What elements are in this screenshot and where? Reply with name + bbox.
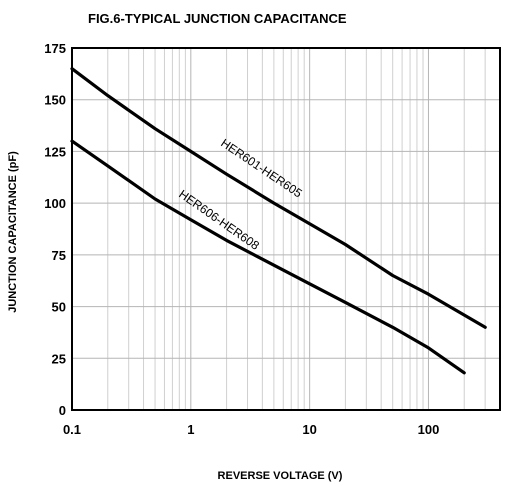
plot-frame	[71, 47, 501, 411]
series-line-2	[70, 139, 466, 375]
x-tick-label: 1	[187, 422, 194, 437]
y-tick-label: 0	[59, 403, 66, 418]
x-tick-label: 0.1	[63, 422, 81, 437]
y-axis-label: JUNCTION CAPACITANCE (pF)	[7, 151, 19, 313]
series-line-1	[70, 67, 487, 329]
y-tick-label: 25	[52, 351, 66, 366]
y-tick-labels: 0 25 50 75 100 125 150 175	[44, 41, 66, 418]
x-axis-label: REVERSE VOLTAGE (V)	[218, 470, 343, 482]
chart-title: FIG.6-TYPICAL JUNCTION CAPACITANCE	[88, 11, 347, 26]
x-tick-label: 10	[302, 422, 316, 437]
y-tick-label: 150	[44, 93, 66, 108]
y-tick-label: 175	[44, 41, 66, 56]
y-tick-label: 75	[52, 248, 66, 263]
x-tick-label: 100	[418, 422, 440, 437]
y-tick-label: 50	[52, 300, 66, 315]
y-tick-label: 100	[44, 196, 66, 211]
grid	[71, 47, 501, 411]
series-label-1: HER601-HER605	[218, 136, 305, 201]
series-layer	[70, 67, 487, 375]
x-tick-labels: 0.1 1 10 100	[63, 422, 439, 437]
y-tick-label: 125	[44, 144, 66, 159]
